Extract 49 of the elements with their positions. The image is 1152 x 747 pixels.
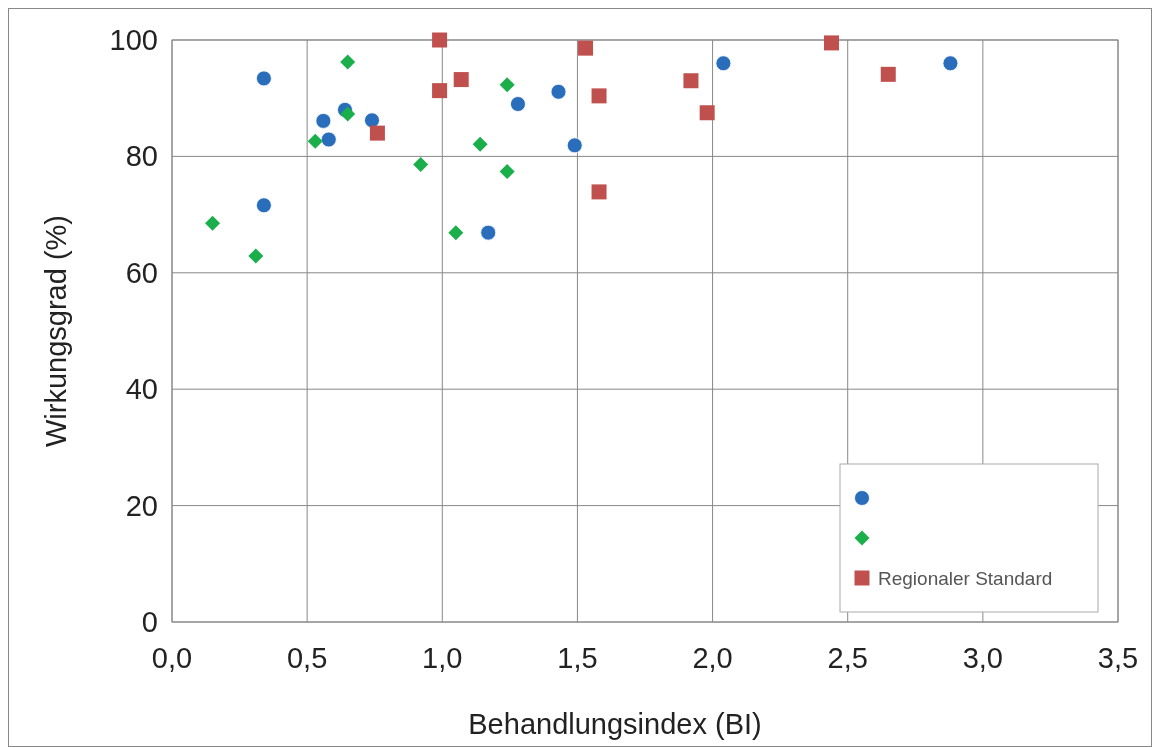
point (942, 55, 959, 72)
point (499, 164, 515, 180)
point (307, 133, 323, 149)
point (453, 72, 469, 88)
point (205, 215, 221, 231)
point (432, 83, 448, 99)
y-tick-label: 100 (109, 24, 158, 56)
y-tick-label: 40 (125, 373, 158, 406)
point (499, 77, 515, 93)
y-tick-label: 20 (125, 489, 158, 522)
x-tick-label: 1,0 (422, 642, 463, 674)
x-tick-label: 0,5 (286, 642, 328, 674)
legend-label: Regionaler Standard (878, 568, 1053, 589)
point (591, 184, 607, 200)
y-tick-label: 60 (125, 256, 158, 289)
point (369, 125, 385, 141)
point (255, 197, 272, 214)
y-axis-title: Wirkungsgrad (%) (40, 214, 72, 448)
point (320, 131, 337, 148)
point (683, 73, 699, 89)
x-tick-label: 0,0 (151, 642, 193, 674)
x-tick-label: 2,5 (827, 642, 868, 674)
y-tick-label: 80 (125, 140, 158, 173)
point (824, 35, 839, 51)
point (715, 55, 732, 72)
point (413, 157, 429, 173)
point (566, 137, 583, 154)
point (432, 32, 448, 48)
point (510, 96, 526, 112)
point (340, 54, 356, 70)
point (364, 112, 380, 129)
point (578, 40, 594, 56)
point (699, 105, 715, 121)
point (880, 66, 896, 82)
point (550, 83, 567, 100)
point (315, 113, 332, 129)
point (448, 225, 464, 241)
point (340, 106, 356, 122)
y-tick-label: 0 (141, 606, 158, 638)
point (255, 70, 272, 87)
x-tick-label: 1,5 (557, 642, 598, 674)
x-tick-label: 3,5 (1097, 642, 1139, 674)
point (472, 136, 488, 152)
x-tick-label: 3,0 (962, 642, 1004, 674)
x-axis-title: Behandlungsindex (BI) (468, 708, 762, 740)
x-tick-label: 2,0 (692, 642, 733, 674)
point (480, 224, 497, 241)
point (248, 248, 264, 264)
point (591, 88, 607, 104)
